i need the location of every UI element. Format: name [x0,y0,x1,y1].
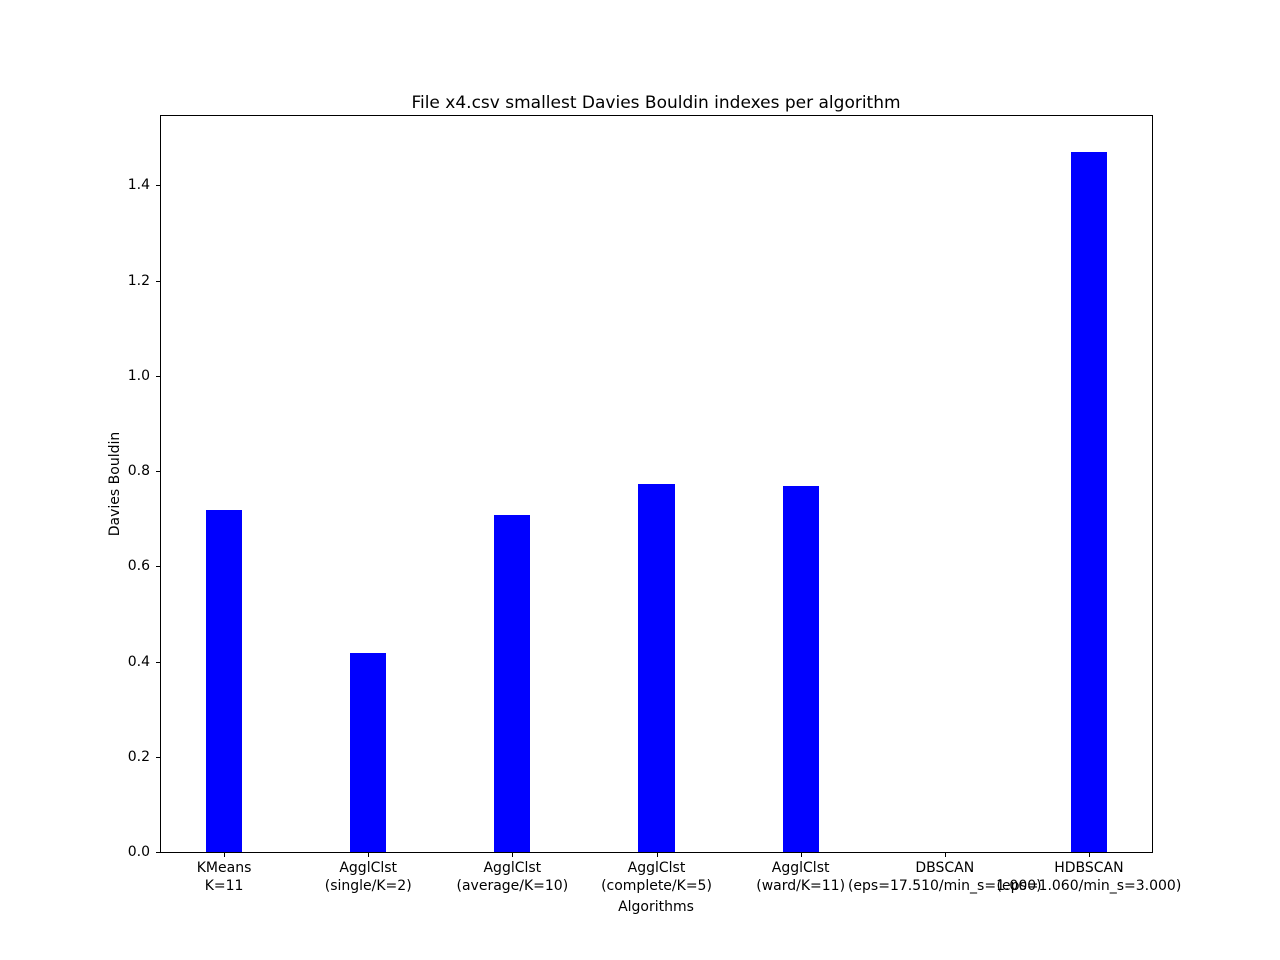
plot-area [160,115,1153,853]
x-tick-label-line: (ward/K=11) [756,877,846,894]
x-tick-mark [368,853,370,857]
x-tick-mark [656,853,658,857]
bar-kmeans [206,509,243,852]
bar-agglclst [494,515,531,852]
x-tick-label-kmeans: KMeans K=11 [197,860,252,895]
y-tick-mark [156,566,160,568]
x-tick-label-line: AgglClst [627,860,686,876]
x-tick-mark [800,853,802,857]
x-tick-label-dbscan: DBSCAN (eps=17.510/min_s=1.000) [848,860,1042,895]
x-tick-label-line: AgglClst [771,860,830,876]
x-tick-mark [944,853,946,857]
y-tick-mark [156,375,160,377]
y-tick-label: 0.4 [127,653,150,670]
x-tick-label-line: AgglClst [483,860,542,876]
bar-agglclst [638,483,675,852]
x-tick-label-agglclst: AgglClst (average/K=10) [457,860,569,895]
y-tick-label: 1.2 [127,272,150,289]
x-tick-label-line: (eps=17.510/min_s=1.000) [847,877,1042,894]
y-tick-label: 0.2 [127,748,150,765]
y-axis-label: Davies Bouldin [107,431,123,537]
x-tick-label-line: KMeans [196,860,252,876]
x-tick-mark [1088,853,1090,857]
x-tick-label-line: (single/K=2) [324,877,412,894]
y-tick-label: 0.6 [127,558,150,575]
x-tick-label-agglclst: AgglClst (single/K=2) [325,860,412,895]
y-tick-mark [156,756,160,758]
x-tick-label-agglclst: AgglClst (ward/K=11) [756,860,845,895]
x-tick-label-line: AgglClst [339,860,398,876]
y-tick-mark [156,280,160,282]
x-tick-mark [224,853,226,857]
x-tick-label-line: DBSCAN [915,860,975,876]
bar-hdbscan [1070,151,1107,852]
y-tick-label: 0.0 [127,844,150,860]
x-tick-mark [512,853,514,857]
x-tick-label-line: K=11 [204,877,244,894]
y-tick-mark [156,852,160,853]
x-tick-label-line: (eps=1.060/min_s=3.000) [996,877,1182,894]
y-tick-mark [156,471,160,473]
y-tick-mark [156,185,160,187]
y-tick-label: 0.8 [127,463,150,480]
x-tick-label-line: HDBSCAN [1054,860,1124,876]
x-tick-label-line: (complete/K=5) [601,877,712,894]
chart-title: File x4.csv smallest Davies Bouldin inde… [411,93,901,113]
x-axis-label: Algorithms [618,899,694,915]
x-tick-label-hdbscan: HDBSCAN (eps=1.060/min_s=3.000) [997,860,1182,895]
bar-agglclst [782,485,819,852]
x-tick-label-agglclst: AgglClst (complete/K=5) [601,860,712,895]
y-tick-label: 1.0 [127,367,150,384]
x-tick-label-line: (average/K=10) [456,877,569,894]
y-tick-label: 1.4 [127,177,150,194]
y-tick-mark [156,661,160,663]
bar-agglclst [350,653,387,852]
